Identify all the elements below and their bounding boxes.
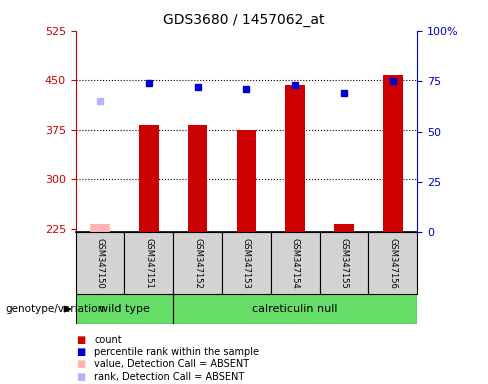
Text: GSM347156: GSM347156 <box>388 238 397 288</box>
Bar <box>139 124 159 232</box>
Text: ■: ■ <box>76 359 85 369</box>
Text: calreticulin null: calreticulin null <box>252 304 338 314</box>
Text: ■: ■ <box>76 347 85 357</box>
Bar <box>320 232 368 294</box>
Bar <box>222 232 271 294</box>
Bar <box>334 224 354 232</box>
Bar <box>76 232 124 294</box>
Text: ■: ■ <box>76 335 85 345</box>
Bar <box>173 294 417 324</box>
Bar <box>383 75 403 232</box>
Text: GDS3680 / 1457062_at: GDS3680 / 1457062_at <box>163 13 325 27</box>
Text: GSM347153: GSM347153 <box>242 238 251 288</box>
Bar <box>90 224 110 232</box>
Text: ■: ■ <box>76 372 85 382</box>
Bar <box>237 130 256 232</box>
Text: GSM347155: GSM347155 <box>340 238 348 288</box>
Bar <box>271 232 320 294</box>
Text: GSM347152: GSM347152 <box>193 238 202 288</box>
Text: rank, Detection Call = ABSENT: rank, Detection Call = ABSENT <box>94 372 244 382</box>
Text: value, Detection Call = ABSENT: value, Detection Call = ABSENT <box>94 359 249 369</box>
Bar <box>188 124 207 232</box>
Bar <box>124 232 173 294</box>
Text: wild type: wild type <box>99 304 150 314</box>
Text: GSM347151: GSM347151 <box>144 238 153 288</box>
Bar <box>173 232 222 294</box>
Bar <box>76 294 173 324</box>
Text: count: count <box>94 335 122 345</box>
Text: genotype/variation: genotype/variation <box>5 304 104 314</box>
Text: percentile rank within the sample: percentile rank within the sample <box>94 347 259 357</box>
Text: GSM347150: GSM347150 <box>96 238 104 288</box>
Text: GSM347154: GSM347154 <box>291 238 300 288</box>
Bar <box>285 85 305 232</box>
Bar <box>368 232 417 294</box>
